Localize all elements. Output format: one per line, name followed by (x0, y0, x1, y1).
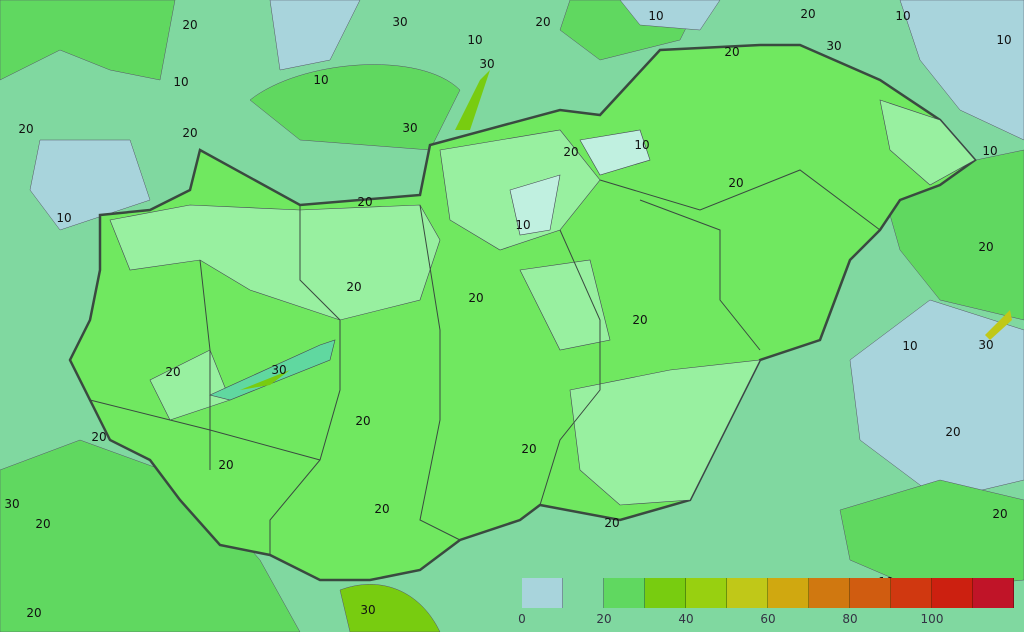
legend-bin (768, 578, 809, 608)
contour-label: 30 (826, 39, 841, 53)
hungary-fields (68, 43, 977, 582)
legend-tick-label: 60 (760, 612, 776, 626)
contour-label: 20 (535, 15, 550, 29)
legend-bin (809, 578, 850, 608)
legend-tick-label: 0 (518, 612, 526, 626)
contour-label: 20 (632, 313, 647, 327)
contour-label: 20 (182, 18, 197, 32)
contour-label: 10 (982, 144, 997, 158)
legend-bin (973, 578, 1014, 608)
contour-label: 20 (355, 414, 370, 428)
contour-label: 20 (165, 365, 180, 379)
contour-label: 20 (35, 517, 50, 531)
legend-bin (604, 578, 645, 608)
legend-bin (645, 578, 686, 608)
contour-label: 10 (56, 211, 71, 225)
contour-label: 20 (563, 145, 578, 159)
contour-label: 10 (996, 33, 1011, 47)
legend-tick-label: 40 (678, 612, 694, 626)
contour-label: 30 (978, 338, 993, 352)
legend-bin (686, 578, 727, 608)
legend-bin (522, 578, 563, 608)
contour-label: 20 (521, 442, 536, 456)
contour-label: 20 (945, 425, 960, 439)
legend-bin (932, 578, 973, 608)
contour-label: 30 (4, 497, 19, 511)
contour-label: 20 (26, 606, 41, 620)
contour-label: 20 (468, 291, 483, 305)
legend-tick-label: 20 (596, 612, 612, 626)
contour-label: 30 (271, 363, 286, 377)
contour-label: 20 (604, 516, 619, 530)
contour-label: 10 (902, 339, 917, 353)
contour-label: 10 (634, 138, 649, 152)
contour-label: 20 (728, 176, 743, 190)
contour-label: 30 (392, 15, 407, 29)
contour-label: 20 (992, 507, 1007, 521)
legend-bin (850, 578, 891, 608)
contour-label: 10 (515, 218, 530, 232)
contour-label: 20 (218, 458, 233, 472)
contour-label: 10 (895, 9, 910, 23)
contour-label: 30 (479, 57, 494, 71)
contour-label: 10 (467, 33, 482, 47)
contour-label: 30 (402, 121, 417, 135)
contour-label: 10 (648, 9, 663, 23)
contour-label: 20 (18, 122, 33, 136)
legend-bin (563, 578, 604, 608)
contour-label: 30 (360, 603, 375, 617)
contour-label: 20 (800, 7, 815, 21)
legend-tick-label: 100 (920, 612, 944, 626)
contour-label: 20 (978, 240, 993, 254)
contour-label: 20 (182, 126, 197, 140)
contour-label: 20 (724, 45, 739, 59)
contour-label: 10 (173, 75, 188, 89)
legend-tick-label: 80 (842, 612, 858, 626)
color-scale-legend (522, 578, 1014, 608)
contour-label: 20 (346, 280, 361, 294)
contour-label: 20 (357, 195, 372, 209)
legend-bin (891, 578, 932, 608)
contour-label: 20 (374, 502, 389, 516)
contour-label: 10 (313, 73, 328, 87)
legend-bin (727, 578, 768, 608)
contour-label: 20 (91, 430, 106, 444)
county-borders (89, 169, 881, 555)
